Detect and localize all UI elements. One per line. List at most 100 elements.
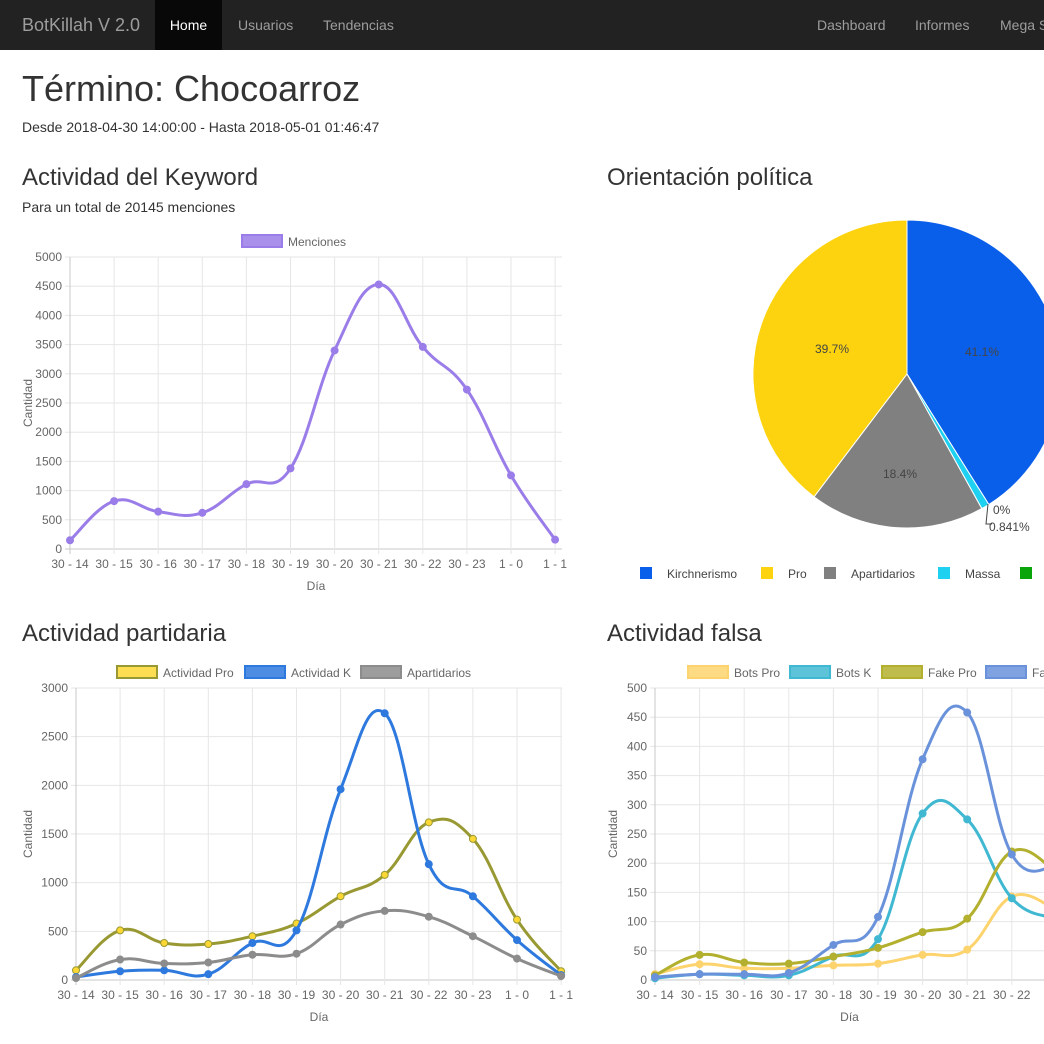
y-tick-label: 400 [627, 739, 647, 753]
data-point [963, 708, 972, 717]
y-tick-label: 500 [48, 924, 68, 938]
legend-label: Apartidarios [407, 666, 471, 680]
pie-slice [752, 219, 908, 498]
x-tick-label: 30 - 20 [316, 557, 354, 571]
y-tick-label: 2000 [41, 778, 68, 792]
data-point [160, 939, 169, 948]
legend-swatch [244, 665, 286, 679]
data-point [695, 970, 704, 979]
falsa-title: Actividad falsa [607, 620, 762, 647]
data-point [248, 950, 257, 959]
data-point [336, 785, 345, 794]
data-point [784, 959, 793, 968]
x-tick-label: 30 - 14 [636, 988, 674, 1002]
legend-swatch [824, 567, 836, 579]
y-tick-label: 100 [627, 915, 647, 929]
x-tick-label: 30 - 18 [228, 557, 266, 571]
data-point [160, 966, 169, 975]
data-point [66, 536, 74, 545]
x-tick-label: 1 - 1 [549, 988, 573, 1002]
date-range: Desde 2018-04-30 14:00:00 - Hasta 2018-0… [22, 119, 380, 135]
x-tick-label: 30 - 18 [234, 988, 272, 1002]
x-tick-label: 30 - 14 [57, 988, 95, 1002]
data-point [160, 959, 169, 968]
data-point [513, 915, 521, 924]
pie-data-label: 41.1% [965, 345, 999, 359]
legend-swatch [640, 567, 652, 579]
data-point [918, 928, 927, 937]
navbar-brand[interactable]: BotKillah V 2.0 [22, 15, 141, 35]
data-point [336, 892, 345, 901]
y-tick-label: 1000 [35, 484, 62, 498]
data-point [204, 970, 213, 979]
page-title: Término: Chocoarroz [22, 68, 361, 109]
x-tick-label: 30 - 17 [190, 988, 228, 1002]
pie-data-label: 0% [993, 503, 1011, 517]
data-point [695, 950, 704, 959]
series-line [75, 908, 562, 980]
y-axis-label: Cantidad [21, 379, 35, 427]
legend-label: Massa [965, 567, 1001, 581]
legend-swatch [687, 665, 729, 679]
nav-item-home[interactable]: Home [155, 0, 222, 50]
data-point [695, 960, 704, 969]
pie-leader-line [985, 503, 992, 525]
legend-swatch [360, 665, 402, 679]
nav-item-usuarios[interactable]: Usuarios [238, 17, 294, 33]
nav-item-tendencias[interactable]: Tendencias [323, 17, 394, 33]
data-point [116, 926, 125, 935]
x-tick-label: 30 - 23 [448, 557, 486, 571]
nav-item-dashboard[interactable]: Dashboard [817, 17, 886, 33]
x-tick-label: 30 - 20 [904, 988, 942, 1002]
legend-label: Apartidarios [851, 567, 915, 581]
nav-item-informes[interactable]: Informes [915, 17, 970, 33]
data-point [874, 959, 882, 968]
fake-activity-chart: 0 50 100 150 200 250 300 350 400 450 500 30 - 14 30 … [606, 665, 1044, 1024]
party-activity-chart: 0 500 1000 1500 2000 2500 3000 30 - 14 30 - 15 30… [21, 665, 573, 1024]
legend-label: Fa [1032, 666, 1044, 680]
y-tick-label: 3000 [41, 681, 68, 695]
data-point [468, 932, 477, 941]
data-point [380, 906, 389, 915]
data-point [248, 932, 257, 941]
data-point [557, 972, 566, 981]
y-tick-label: 3500 [35, 338, 62, 352]
data-point [248, 939, 257, 948]
political-orientation-chart: 41.1% 18.4% 39.7% 0% 0.841% Kirchnerismo Pro Ap… [640, 219, 1044, 581]
x-tick-label: 1 - 0 [505, 988, 529, 1002]
legend-swatch [985, 665, 1027, 679]
data-point [507, 471, 515, 480]
y-tick-label: 300 [627, 798, 647, 812]
x-tick-label: 30 - 15 [95, 557, 133, 571]
x-tick-label: 30 - 22 [410, 988, 448, 1002]
x-axis-label: Día [840, 1010, 859, 1024]
y-axis-label: Cantidad [606, 810, 620, 858]
legend-label: Actividad Pro [163, 666, 234, 680]
data-point [963, 945, 972, 954]
y-tick-label: 3000 [35, 367, 62, 381]
y-tick-label: 0 [55, 542, 62, 556]
legend-label: Actividad K [291, 666, 351, 680]
x-tick-label: 30 - 19 [859, 988, 897, 1002]
data-point [418, 342, 427, 351]
data-point [1007, 850, 1016, 859]
data-point [380, 709, 389, 718]
pie-slice [813, 373, 983, 529]
data-point [963, 815, 972, 824]
data-point [874, 935, 882, 944]
x-tick-label: 30 - 16 [726, 988, 764, 1002]
data-point [740, 970, 749, 979]
y-tick-label: 5000 [35, 250, 62, 264]
legend-label: Fake Pro [928, 666, 977, 680]
y-tick-label: 2500 [35, 396, 62, 410]
legend-swatch [938, 567, 950, 579]
y-tick-label: 150 [627, 885, 647, 899]
nav-item-mega[interactable]: Mega S [1000, 17, 1044, 33]
data-point [110, 497, 119, 506]
y-tick-label: 2500 [41, 730, 68, 744]
y-tick-label: 350 [627, 769, 647, 783]
y-tick-label: 450 [627, 710, 647, 724]
y-tick-label: 0 [640, 973, 647, 987]
y-tick-label: 4000 [35, 308, 62, 322]
data-point [829, 952, 838, 961]
